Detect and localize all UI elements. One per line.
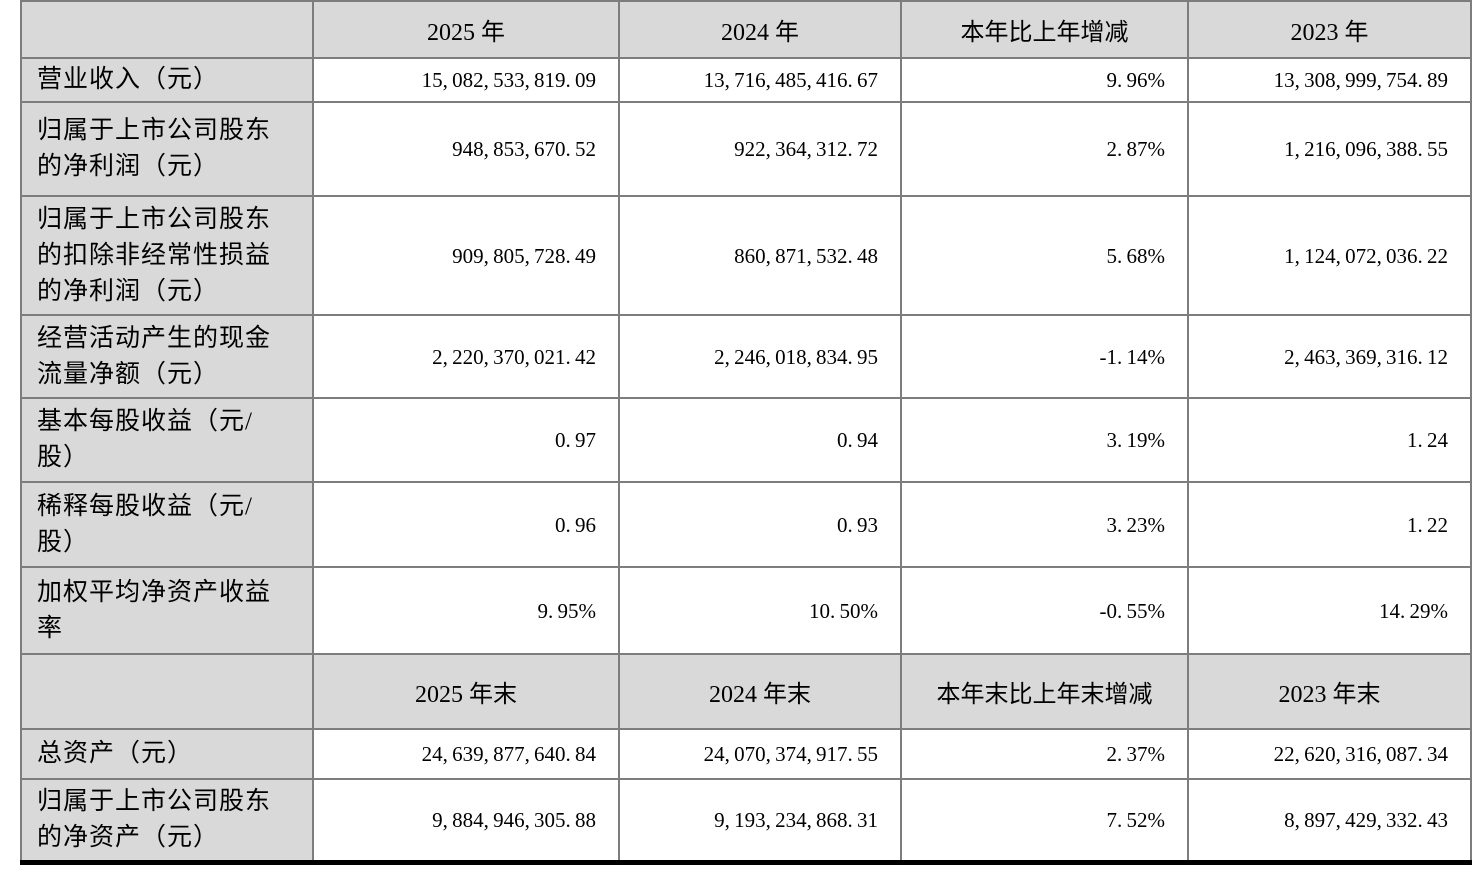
column-header: 本年末比上年末增减: [900, 653, 1189, 730]
value-cell: 0. 94: [618, 397, 902, 483]
value-cell: 9. 96%: [900, 57, 1189, 103]
value-cell: -1. 14%: [900, 314, 1189, 399]
column-header: 2024 年末: [618, 653, 902, 730]
column-header: 2024 年: [618, 0, 902, 59]
column-header: 2025 年末: [312, 653, 620, 730]
value-cell: 3. 19%: [900, 397, 1189, 483]
value-cell: 22, 620, 316, 087. 34: [1187, 728, 1472, 780]
column-header-empty: [20, 653, 314, 730]
value-cell: 24, 639, 877, 640. 84: [312, 728, 620, 780]
value-cell: 2, 220, 370, 021. 42: [312, 314, 620, 399]
row-label: 基本每股收益（元/ 股）: [20, 397, 314, 483]
row-label: 归属于上市公司股东 的扣除非经常性损益 的净利润（元）: [20, 195, 314, 316]
value-cell: 860, 871, 532. 48: [618, 195, 902, 316]
row-label: 稀释每股收益（元/ 股）: [20, 481, 314, 568]
value-cell: 10. 50%: [618, 566, 902, 655]
column-header: 2023 年末: [1187, 653, 1472, 730]
column-header-empty: [20, 0, 314, 59]
value-cell: 948, 853, 670. 52: [312, 101, 620, 197]
value-cell: 922, 364, 312. 72: [618, 101, 902, 197]
table-row: 归属于上市公司股东 的净资产（元） 9, 884, 946, 305. 88 9, …: [20, 778, 1472, 863]
table-row: 归属于上市公司股东 的扣除非经常性损益 的净利润（元） 909, 805, 728…: [20, 195, 1472, 316]
value-cell: 13, 308, 999, 754. 89: [1187, 57, 1472, 103]
table-row: 归属于上市公司股东 的净利润（元） 948, 853, 670. 52 922, 3…: [20, 101, 1472, 197]
row-label: 经营活动产生的现金 流量净额（元）: [20, 314, 314, 399]
table-row: 基本每股收益（元/ 股） 0. 97 0. 94 3. 19% 1. 24: [20, 397, 1472, 483]
financial-summary-table: 2025 年 2024 年本年比上年增减 2023 年营业收入（元） 15, 082,…: [20, 0, 1472, 865]
row-label: 营业收入（元）: [20, 57, 314, 103]
value-cell: -0. 55%: [900, 566, 1189, 655]
value-cell: 9, 884, 946, 305. 88: [312, 778, 620, 863]
value-cell: 8, 897, 429, 332. 43: [1187, 778, 1472, 863]
table-row: 稀释每股收益（元/ 股） 0. 96 0. 93 3. 23% 1. 22: [20, 481, 1472, 568]
value-cell: 909, 805, 728. 49: [312, 195, 620, 316]
value-cell: 0. 93: [618, 481, 902, 568]
column-header: 本年比上年增减: [900, 0, 1189, 59]
value-cell: 2, 246, 018, 834. 95: [618, 314, 902, 399]
value-cell: 2, 463, 369, 316. 12: [1187, 314, 1472, 399]
value-cell: 1, 216, 096, 388. 55: [1187, 101, 1472, 197]
row-label: 加权平均净资产收益 率: [20, 566, 314, 655]
table-row: 总资产（元） 24, 639, 877, 640. 84 24, 070, 374,…: [20, 728, 1472, 780]
table-row: 营业收入（元） 15, 082, 533, 819. 09 13, 716, 485…: [20, 57, 1472, 103]
value-cell: 0. 96: [312, 481, 620, 568]
value-cell: 3. 23%: [900, 481, 1189, 568]
value-cell: 9. 95%: [312, 566, 620, 655]
row-label: 总资产（元）: [20, 728, 314, 780]
value-cell: 14. 29%: [1187, 566, 1472, 655]
value-cell: 15, 082, 533, 819. 09: [312, 57, 620, 103]
value-cell: 1. 24: [1187, 397, 1472, 483]
table-row: 加权平均净资产收益 率 9. 95% 10. 50% -0. 55% 14. 29%: [20, 566, 1472, 655]
column-header: 2025 年: [312, 0, 620, 59]
value-cell: 13, 716, 485, 416. 67: [618, 57, 902, 103]
table-row: 经营活动产生的现金 流量净额（元） 2, 220, 370, 021. 42 2, …: [20, 314, 1472, 399]
value-cell: 2. 87%: [900, 101, 1189, 197]
header-row-years: 2025 年 2024 年本年比上年增减 2023 年: [20, 0, 1472, 59]
column-header: 2023 年: [1187, 0, 1472, 59]
value-cell: 0. 97: [312, 397, 620, 483]
value-cell: 7. 52%: [900, 778, 1189, 863]
value-cell: 24, 070, 374, 917. 55: [618, 728, 902, 780]
value-cell: 1, 124, 072, 036. 22: [1187, 195, 1472, 316]
value-cell: 9, 193, 234, 868. 31: [618, 778, 902, 863]
header-row-year-ends: 2025 年末 2024 年末 本年末比上年末增减 2023 年末: [20, 653, 1472, 730]
row-label: 归属于上市公司股东 的净利润（元）: [20, 101, 314, 197]
value-cell: 5. 68%: [900, 195, 1189, 316]
value-cell: 2. 37%: [900, 728, 1189, 780]
row-label: 归属于上市公司股东 的净资产（元）: [20, 778, 314, 863]
value-cell: 1. 22: [1187, 481, 1472, 568]
